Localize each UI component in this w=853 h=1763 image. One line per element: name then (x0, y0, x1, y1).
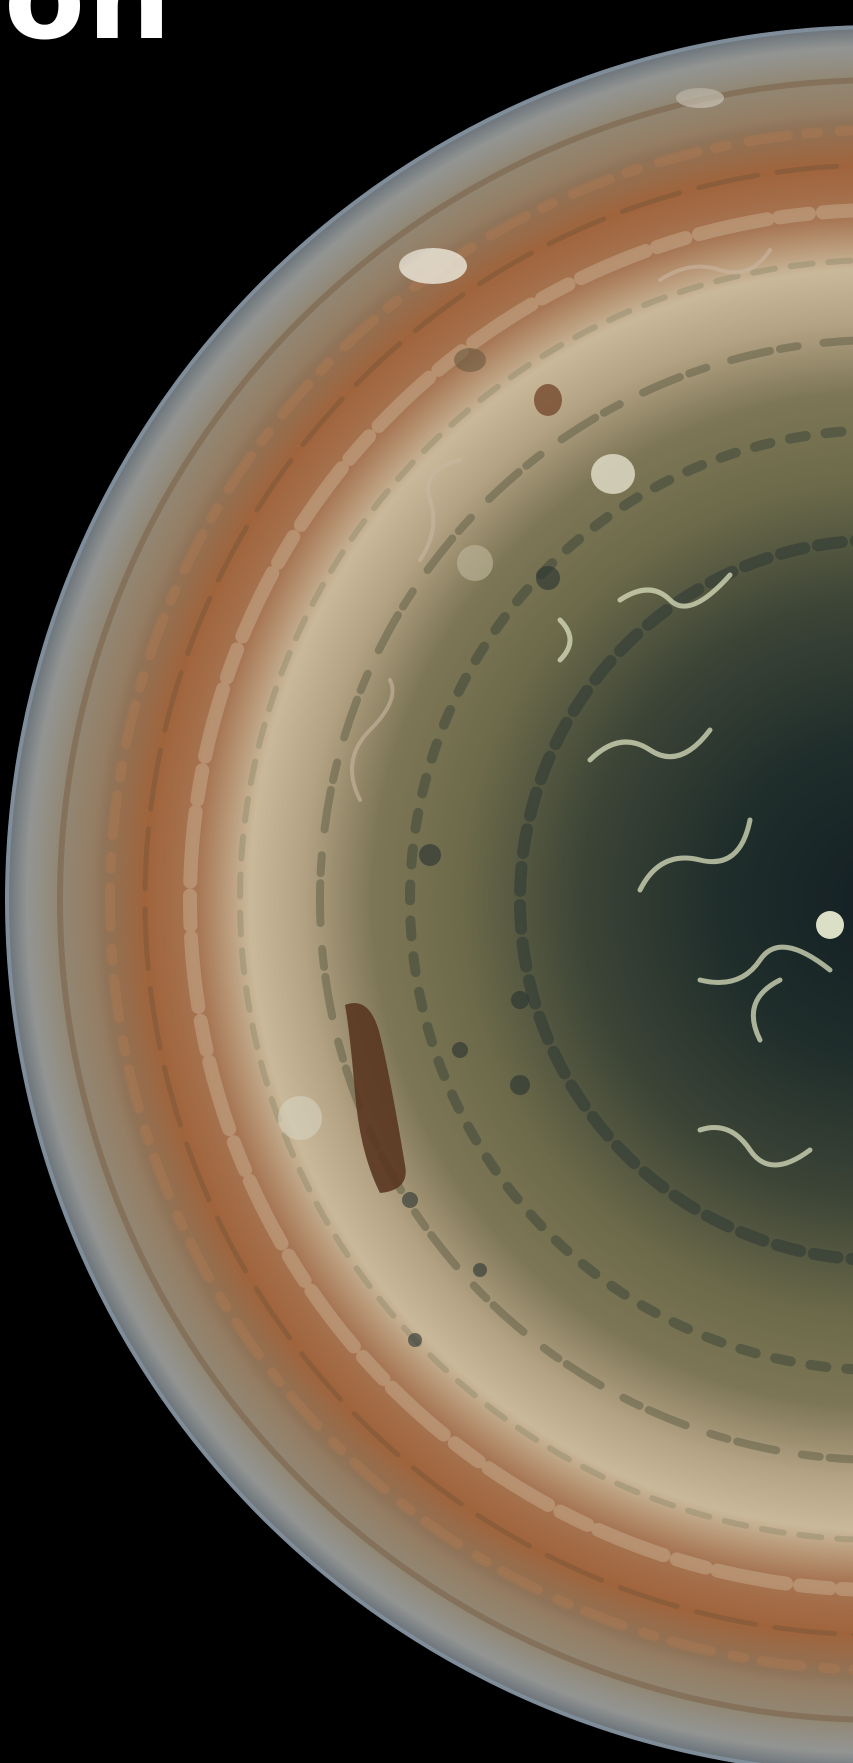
caption-text: on (4, 0, 173, 56)
